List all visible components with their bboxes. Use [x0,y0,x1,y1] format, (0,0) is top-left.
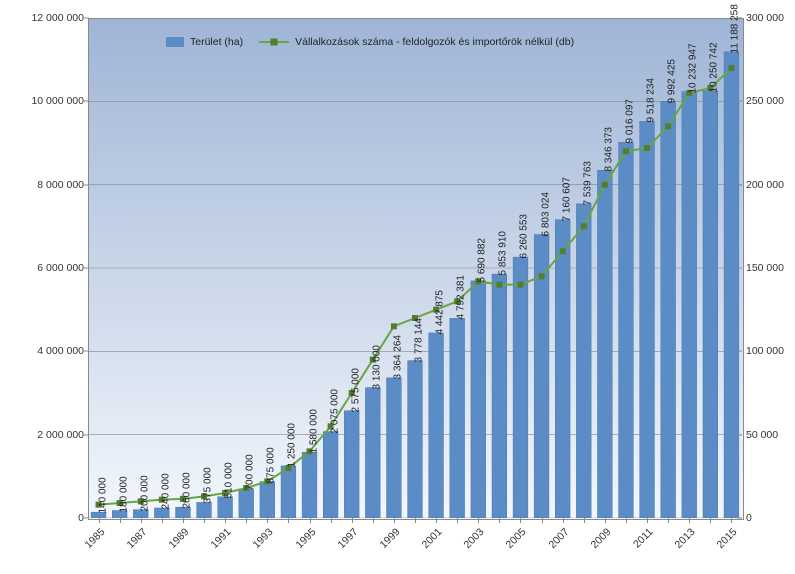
x-tick-label: 1999 [377,526,425,574]
legend-item-line: Vállalkozások száma - feldolgozók és imp… [259,36,574,48]
x-tick-label: 2011 [631,526,678,573]
legend: Terület (ha) Vállalkozások száma - feldo… [166,36,574,48]
x-tick-label: 2013 [673,526,721,574]
bar-value-label: 2 575 000 [350,368,361,413]
bar-value-label: 260 000 [181,473,192,509]
bar-value-label: 240 000 [160,473,171,509]
bar-swatch-icon [166,37,184,47]
bar-value-label: 700 000 [245,454,256,490]
bar-value-label: 1 250 000 [287,423,298,468]
bar-value-label: 3 130 000 [371,345,382,390]
x-tick-label: 2001 [420,526,468,574]
y-left-tick-label: 4 000 000 [37,345,84,357]
x-tick-label: 2003 [462,526,510,574]
x-tick-label: 1995 [293,526,341,574]
x-tick-label: 1987 [124,526,172,574]
y-left-tick-label: 6 000 000 [37,262,84,274]
y-right-tick-label: 300 000 [746,12,784,24]
bar-value-label: 4 442 875 [435,290,446,335]
bar-value-label: 3 778 144 [414,318,425,363]
y-right-tick-label: 0 [746,512,752,524]
bar-value-label: 6 803 024 [540,192,551,237]
y-left-tick-label: 10 000 000 [31,95,84,107]
y-left-tick-label: 2 000 000 [37,429,84,441]
y-axis-left: 02 000 0004 000 0006 000 0008 000 00010 … [0,18,88,518]
legend-label-bar: Terület (ha) [190,36,243,48]
bar-labels: 140 000 180 000 200 000 240 000 260 000 375 0… [88,18,742,518]
bar-value-label: 9 992 425 [667,59,678,104]
bar-value-label: 1 580 000 [308,409,319,454]
y-right-tick-label: 200 000 [746,179,784,191]
bar-value-label: 875 000 [266,447,277,483]
y-left-tick-label: 8 000 000 [37,179,84,191]
x-tick-label: 1997 [335,526,383,574]
y-axis-right: 050 000100 000150 000200 000250 000300 0… [742,18,795,518]
bar-value-label: 2 075 000 [329,389,340,434]
bar-value-label: 3 364 264 [392,335,403,380]
bar-value-label: 9 518 234 [646,78,657,123]
x-tick-label: 1993 [251,526,299,574]
chart-container: Terület (ha) Vállalkozások száma - feldo… [0,0,795,570]
x-tick-label: 2015 [715,526,763,574]
x-axis: 1985198719891991199319951997199920012003… [88,518,742,570]
bar-value-label: 7 160 607 [561,177,572,222]
line-swatch-icon [259,37,289,47]
x-tick-label: 1985 [82,526,130,574]
bar-value-label: 8 346 373 [603,127,614,172]
y-right-tick-label: 250 000 [746,95,784,107]
bar-value-label: 180 000 [118,476,129,512]
x-tick-label: 2007 [546,526,594,574]
x-tick-label: 2005 [504,526,552,574]
y-left-tick-label: 12 000 000 [31,12,84,24]
bar-value-label: 375 000 [203,468,214,504]
bar-value-label: 9 016 097 [624,99,635,144]
bar-value-label: 11 188 258 [730,4,741,53]
bar-value-label: 140 000 [97,478,108,514]
bar-value-label: 10 232 947 [688,43,699,93]
y-right-tick-label: 150 000 [746,262,784,274]
x-tick-label: 2009 [588,526,636,574]
bar-value-label: 200 000 [139,475,150,511]
bar-value-label: 7 539 763 [582,161,593,206]
x-tick-label: 1989 [166,526,214,574]
bar-value-label: 5 853 910 [498,231,509,276]
legend-label-line: Vállalkozások száma - feldolgozók és imp… [295,36,574,48]
bar-value-label: 4 792 381 [456,275,467,320]
bar-value-label: 5 690 882 [477,238,488,283]
bar-value-label: 6 260 553 [519,214,530,259]
x-tick-label: 1991 [209,526,257,574]
y-right-tick-label: 50 000 [746,429,778,441]
legend-item-bar: Terület (ha) [166,36,243,48]
y-right-tick-label: 100 000 [746,345,784,357]
bar-value-label: 10 250 742 [709,42,720,92]
bar-value-label: 510 000 [224,462,235,498]
